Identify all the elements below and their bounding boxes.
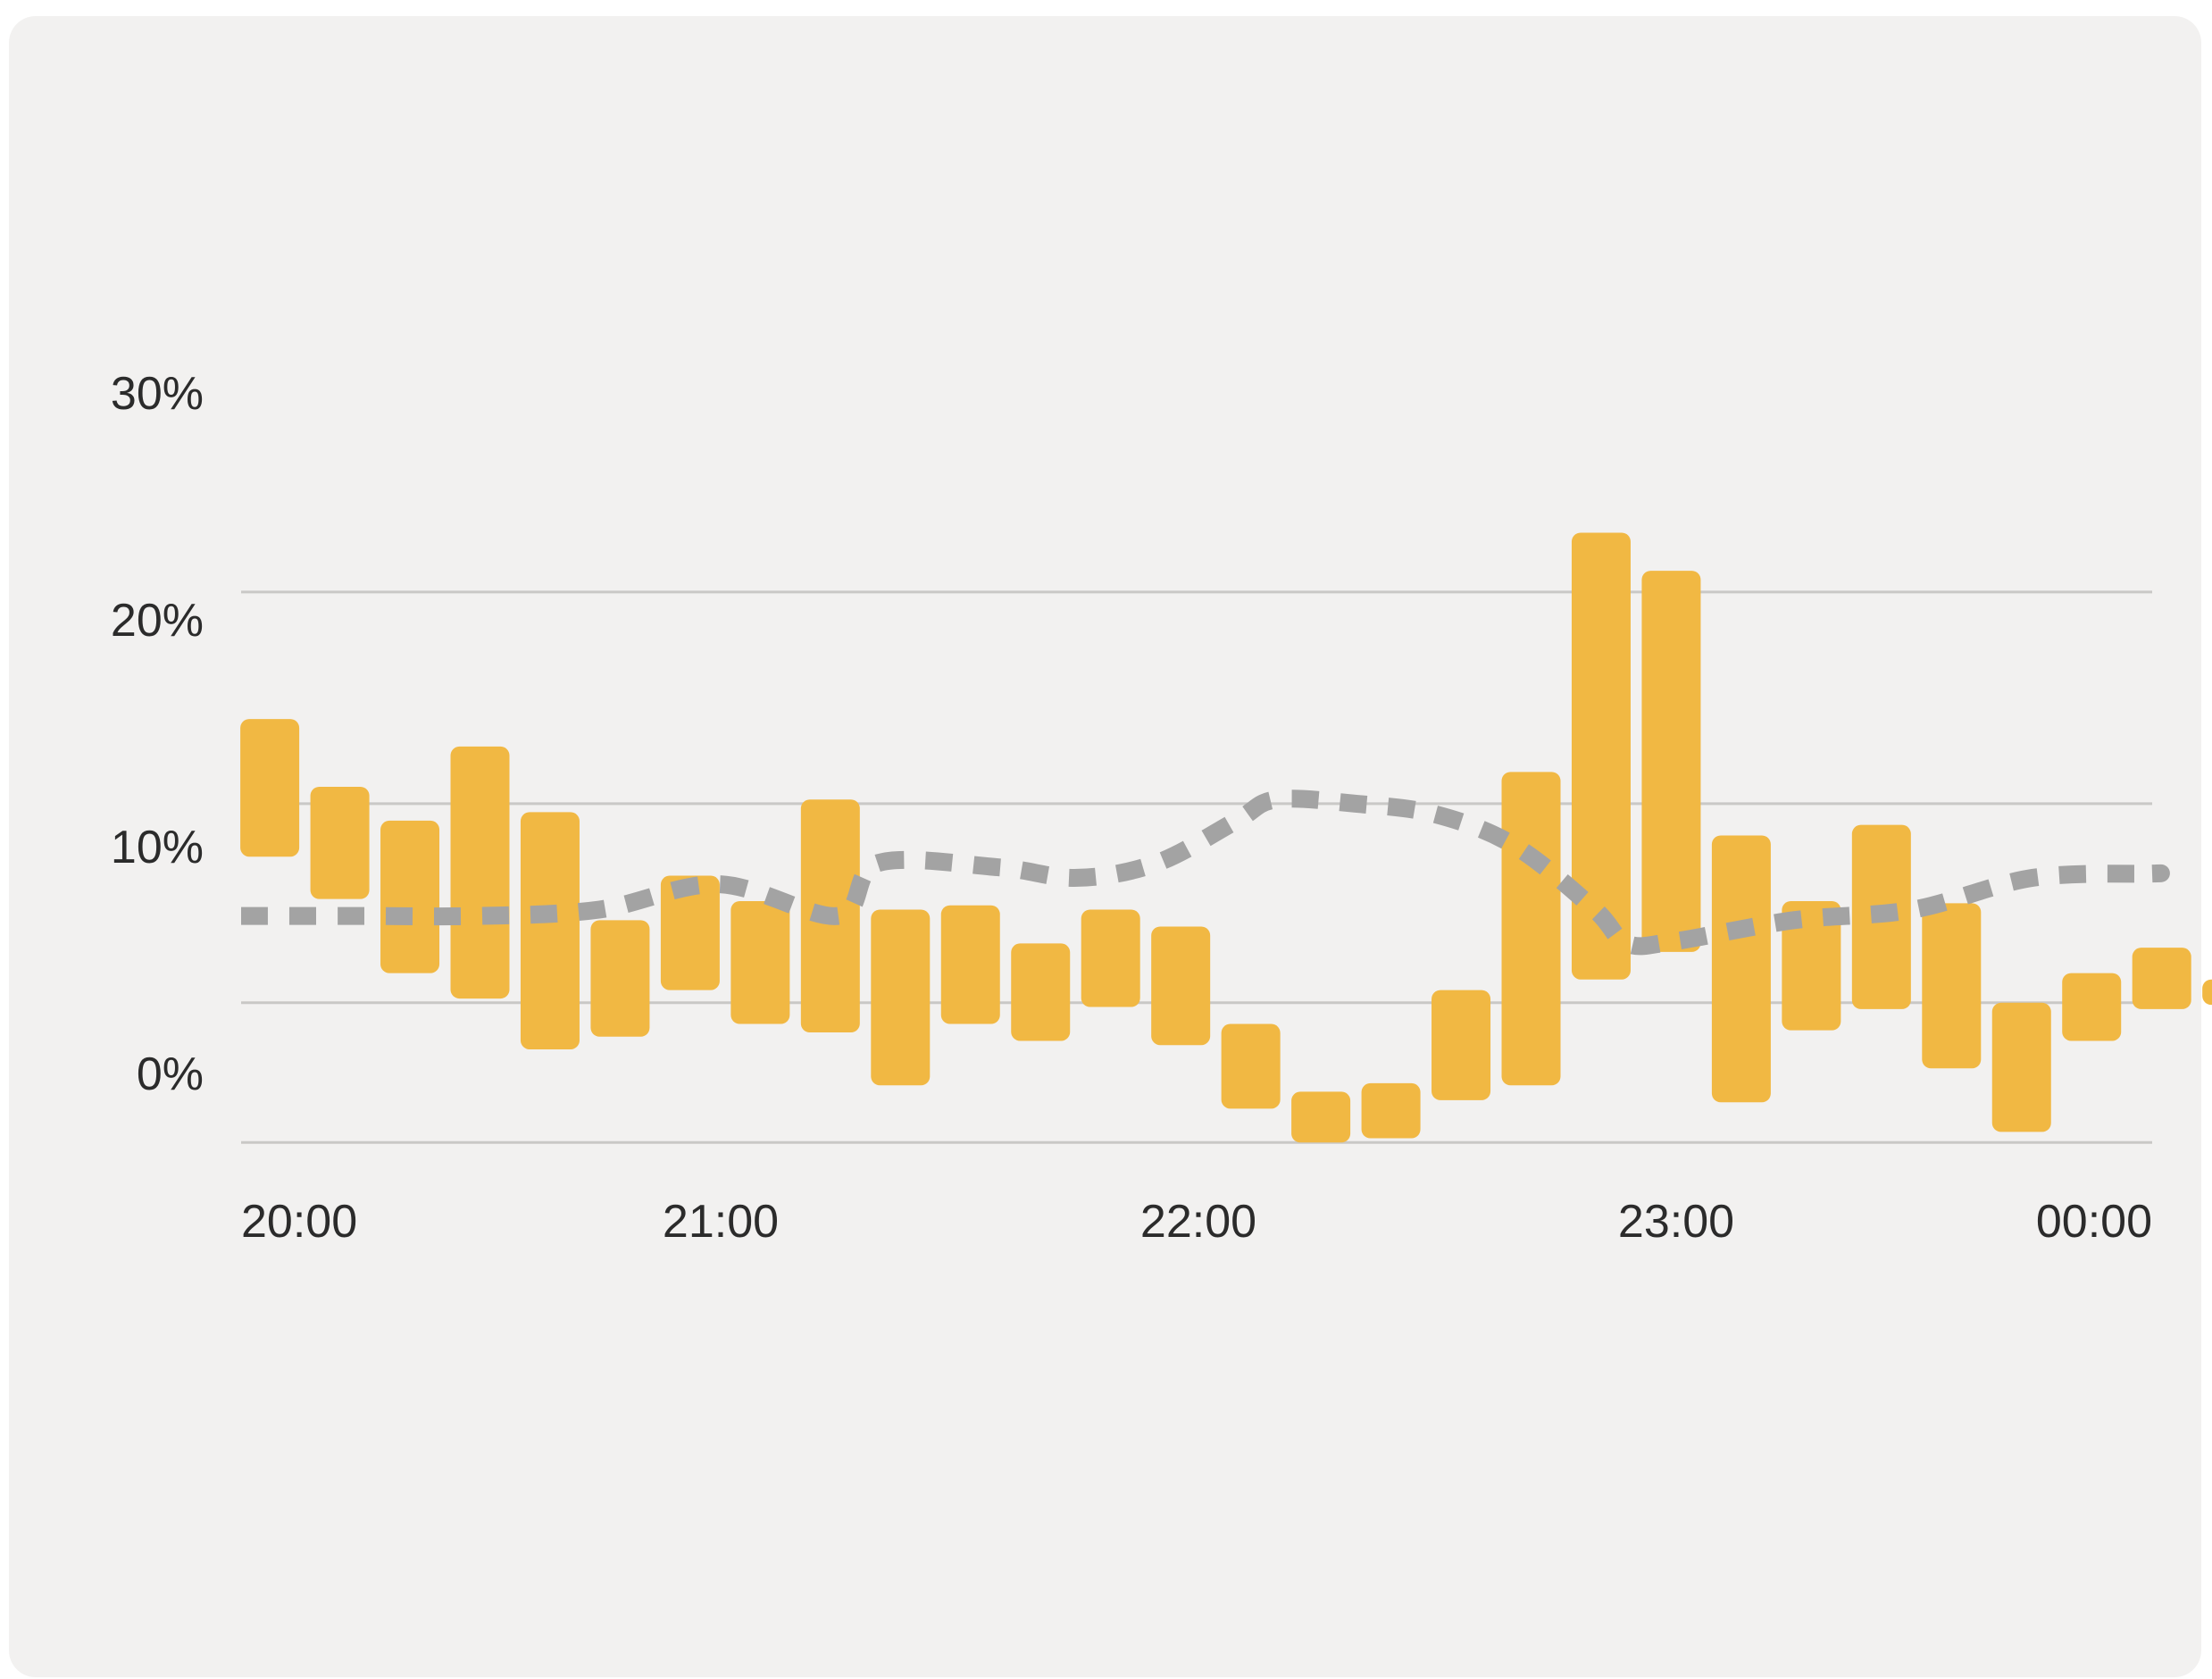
bar-10	[940, 905, 1000, 1024]
bar-7	[730, 901, 790, 1024]
x-tick-label-1: 21:00	[663, 1196, 779, 1248]
bar-21	[1711, 835, 1771, 1103]
bar-16	[1361, 1082, 1421, 1139]
x-tick-label-0: 20:00	[241, 1196, 357, 1248]
bar-11	[1011, 943, 1071, 1041]
y-tick-label-1: 20%	[111, 595, 204, 647]
y-tick-label-2: 10%	[111, 822, 204, 873]
bar-4	[520, 812, 580, 1049]
x-tick-label-3: 23:00	[1618, 1196, 1734, 1248]
x-tick-label-4: 00:00	[2036, 1196, 2152, 1248]
bars	[240, 532, 2212, 1143]
bar-27	[2132, 948, 2191, 1009]
bar-18	[1501, 772, 1561, 1086]
bar-9	[871, 909, 931, 1086]
y-tick-label-3: 0%	[137, 1048, 204, 1100]
bar-24	[1922, 903, 1982, 1069]
bar-12	[1081, 909, 1140, 1007]
bar-14	[1221, 1023, 1281, 1109]
x-tick-label-2: 22:00	[1140, 1196, 1256, 1248]
bar-20	[1641, 571, 1701, 952]
bar-28	[2202, 979, 2212, 1006]
x-axis-tick-labels: 20:00 21:00 22:00 23:00 00:00	[241, 1196, 2152, 1248]
y-axis-tick-labels: 30% 20% 10% 0%	[111, 368, 204, 1100]
bar-3	[450, 746, 510, 999]
bar-5	[590, 920, 650, 1037]
bar-17	[1432, 990, 1491, 1100]
bar-13	[1151, 926, 1211, 1046]
bar-0	[240, 719, 300, 857]
bar-1	[310, 786, 370, 899]
bar-26	[2062, 973, 2122, 1041]
dashed-line-series	[240, 789, 2170, 956]
bar-15	[1291, 1091, 1351, 1143]
bar-22	[1782, 901, 1841, 1031]
dashed-line	[240, 789, 2170, 956]
chart-card	[9, 16, 2201, 1677]
bar-6	[660, 875, 720, 990]
y-tick-label-0: 30%	[111, 368, 204, 420]
bar-25	[1991, 1002, 2051, 1132]
bar-2	[380, 820, 440, 973]
bar-19	[1571, 532, 1631, 980]
